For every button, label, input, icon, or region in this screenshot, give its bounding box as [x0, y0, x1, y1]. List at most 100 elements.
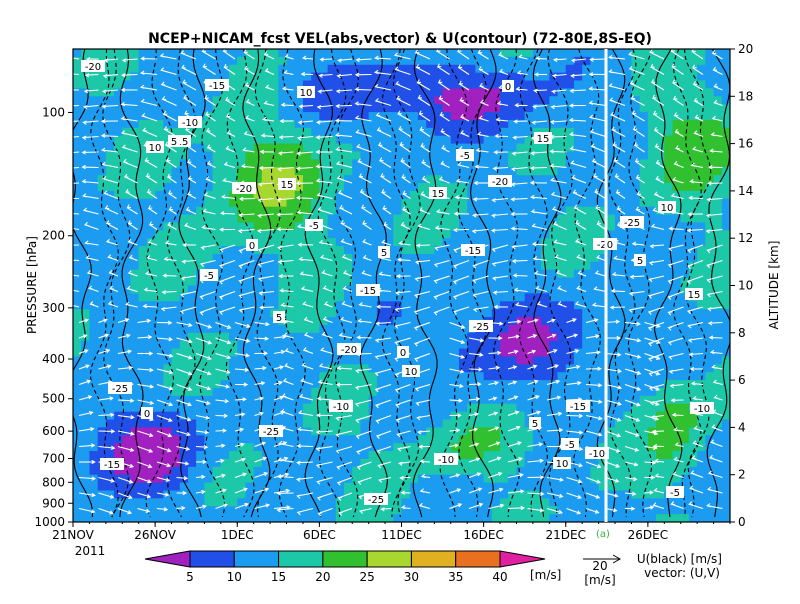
- field-cell: [89, 458, 99, 468]
- field-cell: [524, 506, 534, 515]
- field-cell: [155, 419, 164, 428]
- field-cell: [278, 490, 288, 499]
- field-cell: [516, 222, 526, 231]
- field-cell: [327, 127, 337, 137]
- field-cell: [557, 190, 567, 200]
- field-cell: [319, 277, 329, 287]
- field-cell: [220, 324, 230, 334]
- field-cell: [171, 332, 181, 342]
- field-cell: [163, 253, 173, 263]
- field-cell: [697, 135, 706, 145]
- field-cell: [524, 301, 534, 310]
- field-cell: [294, 348, 304, 358]
- field-cell: [245, 159, 255, 168]
- field-cell: [270, 482, 279, 492]
- field-cell: [286, 198, 296, 208]
- field-cell: [467, 183, 477, 192]
- field-cell: [713, 49, 723, 58]
- field-cell: [606, 56, 616, 66]
- contour-line: [304, 49, 334, 518]
- field-cell: [565, 309, 575, 318]
- field-cell: [672, 72, 682, 82]
- field-cell: [261, 214, 271, 224]
- field-cell: [261, 135, 271, 145]
- field-cell: [656, 119, 665, 129]
- field-cell: [500, 309, 509, 318]
- field-cell: [278, 246, 288, 255]
- field-cell: [81, 466, 91, 476]
- field-cell: [549, 206, 559, 216]
- field-cell: [270, 451, 279, 460]
- field-cell: [73, 190, 82, 200]
- field-cell: [426, 214, 435, 224]
- field-cell: [114, 198, 123, 208]
- field-cell: [582, 88, 591, 97]
- field-cell: [97, 49, 107, 58]
- field-cell: [130, 80, 140, 90]
- wind-vector: [550, 104, 567, 110]
- field-cell: [721, 253, 730, 263]
- field-cell: [409, 253, 419, 263]
- field-cell: [89, 135, 99, 145]
- field-cell: [426, 443, 435, 452]
- field-cell: [500, 206, 509, 216]
- field-cell: [500, 348, 509, 358]
- field-cell: [434, 482, 444, 492]
- field-cell: [623, 88, 633, 97]
- field-cell: [344, 498, 353, 507]
- field-cell: [606, 340, 616, 350]
- field-cell: [97, 324, 107, 334]
- field-cell: [549, 151, 559, 160]
- field-cell: [130, 466, 140, 476]
- field-cell: [122, 356, 132, 365]
- wind-vector: [671, 63, 684, 75]
- field-cell: [426, 253, 435, 263]
- field-cell: [204, 253, 214, 263]
- field-cell: [393, 332, 403, 342]
- field-cell: [294, 443, 304, 452]
- field-cell: [196, 474, 205, 484]
- field-cell: [311, 246, 320, 255]
- field-cell: [656, 230, 665, 239]
- field-cell: [557, 332, 567, 342]
- field-cell: [327, 285, 337, 294]
- field-cell: [393, 230, 403, 239]
- field-cell: [122, 64, 132, 74]
- field-cell: [368, 482, 378, 492]
- field-cell: [697, 277, 706, 287]
- field-cell: [385, 474, 394, 484]
- field-cell: [278, 372, 288, 381]
- field-cell: [688, 246, 698, 255]
- field-cell: [705, 490, 715, 499]
- field-cell: [639, 143, 649, 153]
- field-cell: [368, 348, 378, 358]
- field-cell: [89, 332, 99, 342]
- field-cell: [130, 88, 140, 97]
- wind-vector: [478, 66, 489, 75]
- field-cell: [500, 159, 509, 168]
- field-cell: [590, 72, 600, 82]
- field-cell: [163, 514, 173, 522]
- contour-line: [654, 49, 683, 518]
- field-cell: [204, 56, 214, 66]
- field-cell: [97, 253, 107, 263]
- field-cell: [721, 151, 730, 160]
- field-cell: [163, 56, 173, 66]
- field-cell: [146, 167, 156, 176]
- field-cell: [130, 72, 140, 82]
- field-cell: [500, 49, 509, 58]
- field-cell: [286, 411, 296, 421]
- field-cell: [261, 474, 271, 484]
- field-cell: [688, 49, 698, 58]
- field-cell: [204, 380, 214, 389]
- field-cell: [680, 246, 690, 255]
- field-cell: [261, 222, 271, 231]
- field-cell: [508, 395, 518, 405]
- contour-line: [73, 49, 94, 518]
- field-cell: [130, 451, 140, 460]
- field-cell: [524, 466, 534, 476]
- field-cell: [270, 490, 279, 499]
- field-cell: [368, 222, 378, 231]
- field-cell: [114, 474, 123, 484]
- field-cell: [368, 435, 378, 444]
